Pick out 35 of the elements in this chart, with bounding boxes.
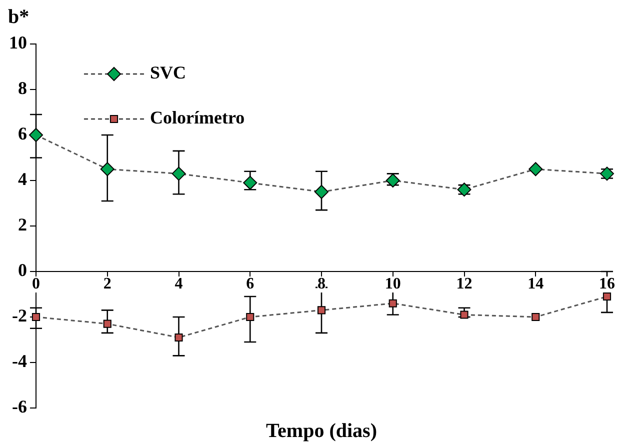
x-tick-label: 10 <box>384 276 401 293</box>
point <box>246 312 254 322</box>
x-axis-title: Tempo (dias) <box>266 420 377 442</box>
point <box>243 176 258 190</box>
y-tick-label: -2 <box>12 306 27 326</box>
x-tick-label: 6 <box>246 276 254 293</box>
y-tick-label: 8 <box>18 78 27 98</box>
x-tick-label: 4 <box>174 276 183 293</box>
y-tick-label: -4 <box>12 351 27 372</box>
x-tick-label: 2 <box>103 276 112 293</box>
y-tick-label: 10 <box>9 32 27 53</box>
point <box>532 312 540 322</box>
y-tick-label: 0 <box>18 260 27 280</box>
x-tick-label: 16 <box>599 276 615 293</box>
x-tick-label: 0 <box>32 276 40 293</box>
point <box>174 333 183 342</box>
point <box>388 299 397 308</box>
point <box>314 184 328 199</box>
point <box>100 162 114 176</box>
point <box>103 320 112 328</box>
y-tick-label: -6 <box>12 396 27 417</box>
y-tick-label: 2 <box>18 214 27 235</box>
y-axis-title: b* <box>8 6 30 28</box>
y-tick-label: 6 <box>18 124 27 144</box>
point <box>460 310 468 319</box>
x-tick-label: 8 <box>318 276 326 293</box>
point <box>317 306 326 314</box>
point <box>528 162 543 176</box>
point <box>172 166 186 181</box>
x-tick-label: 14 <box>528 276 544 293</box>
y-tick-label: 4 <box>18 169 27 190</box>
legend-label: Colorímetro <box>150 108 245 128</box>
point <box>602 292 612 301</box>
legend-label: SVC <box>150 62 186 83</box>
x-tick-label: 12 <box>456 276 472 293</box>
